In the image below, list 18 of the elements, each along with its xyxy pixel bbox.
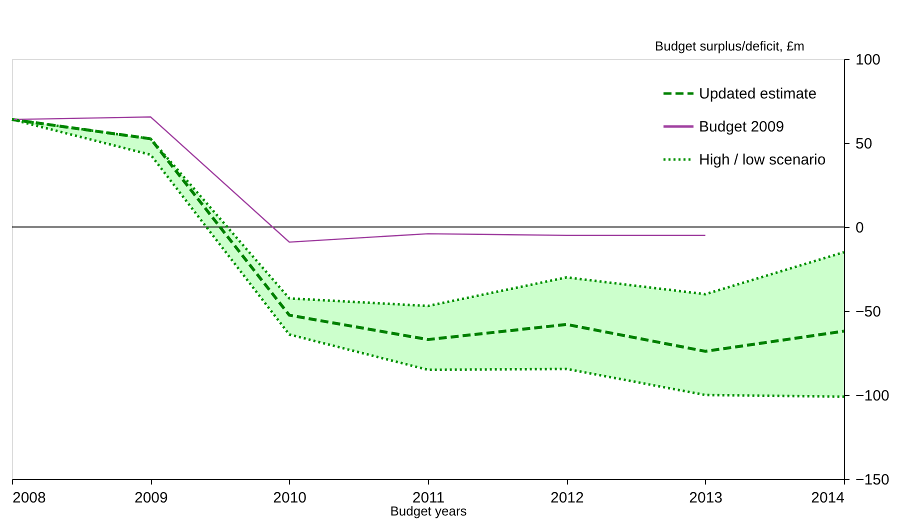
- y-tick-label: −150: [856, 472, 890, 488]
- x-axis-title: Budget years: [390, 504, 468, 518]
- legend-label: Updated estimate: [699, 86, 817, 102]
- y-tick-label: −100: [856, 388, 890, 404]
- x-tick-label: 2009: [134, 490, 168, 506]
- y-tick-label: 50: [856, 136, 872, 152]
- y-axis-title: Budget surplus/deficit, £m: [654, 38, 804, 54]
- x-tick-label: 2008: [12, 490, 46, 506]
- x-tick-label: 2012: [550, 490, 584, 506]
- y-tick-label: −50: [856, 304, 881, 320]
- y-tick-label: 100: [856, 52, 881, 68]
- y-tick-label: 0: [856, 220, 864, 236]
- x-tick-label: 2013: [689, 490, 723, 506]
- legend-label: Budget 2009: [699, 118, 784, 136]
- legend-label: High / low scenario: [699, 152, 826, 168]
- x-tick-label: 2010: [273, 490, 307, 506]
- x-tick-label: 2011: [412, 490, 445, 506]
- x-tick-label: 2014: [811, 490, 844, 506]
